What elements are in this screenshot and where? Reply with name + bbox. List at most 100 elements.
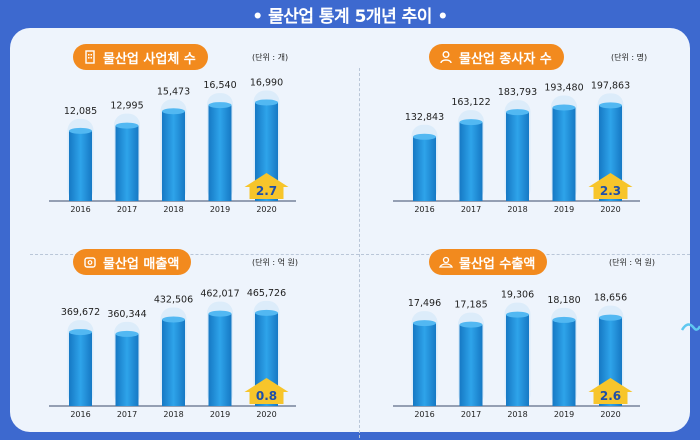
bar-top-cap xyxy=(459,321,483,328)
bar-top-cap xyxy=(599,102,622,109)
tick-label: 2017 xyxy=(461,410,481,419)
bar-top-cap xyxy=(413,133,436,140)
panel-employee-count: 물산업 종사자 수 (단위 : 명) 132,843 2016 163,122 201… xyxy=(359,33,685,221)
tick-label: 2020 xyxy=(256,205,276,214)
tick-label: 2018 xyxy=(507,205,527,214)
bar xyxy=(506,314,529,406)
growth-arrow-icon xyxy=(244,173,289,199)
tick-label: 2019 xyxy=(210,205,230,214)
growth-arrow-icon xyxy=(588,378,633,404)
panel-title-pill: 물산업 매출액 xyxy=(73,249,192,275)
bar-top-cap xyxy=(599,314,622,321)
bar xyxy=(552,107,576,201)
content-card: 물산업 사업체 수 (단위 : 개) 12,085 2016 12,995 2017 1… xyxy=(10,28,690,438)
bar-top-cap xyxy=(255,309,278,316)
bar xyxy=(208,105,232,201)
bar xyxy=(208,313,232,406)
tick-label: 2017 xyxy=(461,205,481,214)
data-label: 15,473 xyxy=(157,86,190,97)
growth-rate-label: 2.7 xyxy=(256,184,277,198)
data-label: 19,306 xyxy=(501,290,534,301)
panel-title: 물산업 종사자 수 xyxy=(459,51,552,67)
bar-top-cap xyxy=(413,320,436,327)
tick-label: 2016 xyxy=(414,410,434,419)
growth-rate-label: 2.6 xyxy=(600,389,621,403)
unit-label: (단위 : 억 원) xyxy=(252,258,299,267)
data-label: 12,995 xyxy=(110,101,143,112)
bar xyxy=(506,112,529,201)
bar xyxy=(413,323,436,406)
bar-top-cap xyxy=(162,108,185,115)
data-label: 132,843 xyxy=(405,112,444,123)
panel-sales: 물산업 매출액 (단위 : 억 원) 369,672 2016 360,344 201… xyxy=(15,238,341,426)
bar xyxy=(115,333,139,406)
growth-arrow-icon xyxy=(244,378,289,404)
bar-chart-business-count: 12,085 2016 12,995 2017 15,473 2018 16,540 2019… xyxy=(49,77,296,214)
tick-label: 2020 xyxy=(256,410,276,419)
bar-top-cap xyxy=(69,329,92,336)
data-label: 17,185 xyxy=(454,300,487,311)
bar-chart-employee-count: 132,843 2016 163,122 2017 183,793 2018 193,480… xyxy=(393,80,640,214)
growth-rate-label: 0.8 xyxy=(256,389,277,403)
bar xyxy=(69,332,92,406)
bar xyxy=(413,136,436,201)
data-label: 163,122 xyxy=(451,97,490,108)
bar-top-cap xyxy=(255,99,278,106)
data-label: 16,990 xyxy=(250,77,283,88)
panel-business-count: 물산업 사업체 수 (단위 : 개) 12,085 2016 12,995 2017 1… xyxy=(15,33,341,221)
data-label: 18,656 xyxy=(594,293,627,304)
tick-label: 2017 xyxy=(117,410,137,419)
bar-top-cap xyxy=(162,316,185,323)
horizontal-divider xyxy=(30,254,690,255)
person-icon xyxy=(440,51,452,64)
data-label: 432,506 xyxy=(154,294,193,305)
tick-label: 2019 xyxy=(554,410,574,419)
bar-top-cap xyxy=(506,311,529,318)
bar-top-cap xyxy=(552,316,576,323)
panel-title: 물산업 사업체 수 xyxy=(103,51,196,67)
bar-top-cap xyxy=(506,109,529,116)
bar-top-cap xyxy=(115,122,139,129)
bar-chart-sales: 369,672 2016 360,344 2017 432,506 2018 462,017… xyxy=(49,288,296,419)
data-label: 18,180 xyxy=(547,295,580,306)
panel-title-pill: 물산업 종사자 수 xyxy=(429,44,564,70)
bar xyxy=(459,324,483,406)
tick-label: 2019 xyxy=(554,205,574,214)
tick-label: 2016 xyxy=(414,205,434,214)
bar xyxy=(162,319,185,406)
growth-rate-label: 2.3 xyxy=(600,184,621,198)
bar xyxy=(552,319,576,406)
tick-label: 2020 xyxy=(600,205,620,214)
data-label: 183,793 xyxy=(498,87,537,98)
tick-label: 2020 xyxy=(600,410,620,419)
bar-top-cap xyxy=(459,119,483,126)
bar-top-cap xyxy=(115,330,139,337)
bar xyxy=(162,111,185,201)
data-label: 462,017 xyxy=(200,289,239,300)
tick-label: 2016 xyxy=(70,410,90,419)
data-label: 16,540 xyxy=(203,80,236,91)
bar-top-cap xyxy=(69,127,92,134)
tick-label: 2016 xyxy=(70,205,90,214)
data-label: 193,480 xyxy=(544,82,583,93)
data-label: 12,085 xyxy=(64,106,97,117)
vertical-divider xyxy=(359,68,360,438)
wave-decoration-icon xyxy=(680,323,700,331)
unit-label: (단위 : 억 원) xyxy=(609,258,656,267)
panel-title: 물산업 수출액 xyxy=(459,256,536,272)
tick-label: 2018 xyxy=(163,205,183,214)
bar xyxy=(115,125,139,201)
unit-label: (단위 : 명) xyxy=(611,53,648,62)
data-label: 197,863 xyxy=(591,80,630,91)
bar xyxy=(255,102,278,201)
bar-top-cap xyxy=(208,310,232,317)
data-label: 360,344 xyxy=(107,309,146,320)
page-title: • 물산업 통계 5개년 추이 • xyxy=(252,7,448,27)
panel-title-pill: 물산업 수출액 xyxy=(429,249,548,275)
bar xyxy=(459,122,483,201)
bar-chart-exports: 17,496 2016 17,185 2017 19,306 2018 18,180 2019… xyxy=(393,290,640,419)
export-icon xyxy=(439,256,453,268)
tick-label: 2019 xyxy=(210,410,230,419)
data-label: 17,496 xyxy=(408,298,441,309)
